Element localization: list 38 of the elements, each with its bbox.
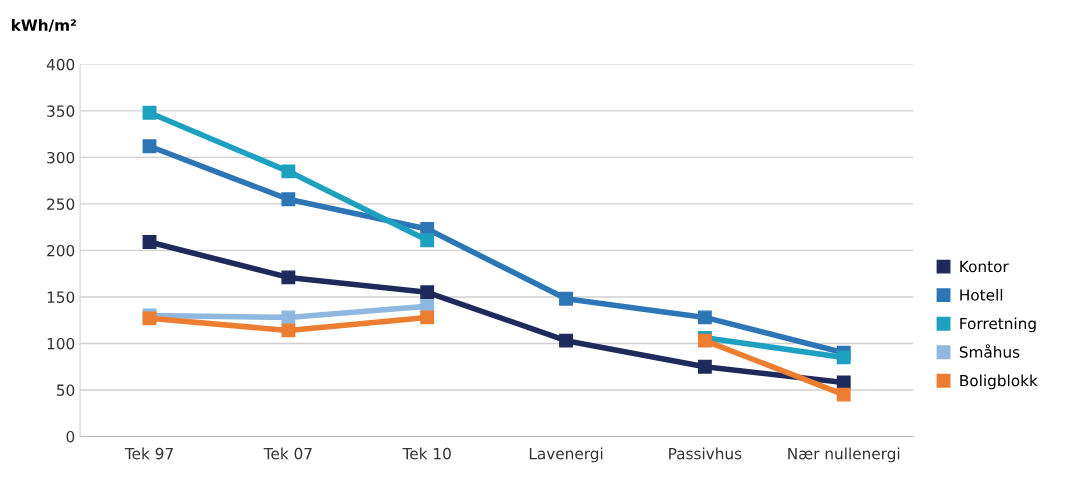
- point: [697, 359, 712, 374]
- point: [697, 310, 712, 325]
- point: [142, 105, 157, 120]
- y-tick-label: 100: [47, 337, 75, 350]
- point: [420, 233, 435, 248]
- y-tick-label: 150: [47, 291, 75, 303]
- point: [281, 310, 296, 325]
- x-tick-label: Tek 10: [402, 447, 451, 460]
- legend-label: Hotell: [960, 288, 1003, 301]
- point: [142, 139, 157, 154]
- y-tick-label: 350: [47, 105, 75, 117]
- point: [281, 323, 296, 338]
- legend-label: Kontor: [960, 260, 1009, 273]
- point: [420, 310, 435, 325]
- legend-label: Boligblokk: [960, 374, 1038, 390]
- point: [836, 387, 851, 402]
- y-tick-label: 300: [47, 151, 75, 164]
- x-tick-label: Lavenergi: [529, 447, 603, 463]
- point: [281, 192, 296, 207]
- y-axis-title: kWh/m²: [11, 19, 76, 33]
- point: [420, 285, 435, 300]
- point: [559, 333, 573, 348]
- x-tick-label: Tek 07: [263, 447, 312, 460]
- point: [281, 270, 296, 285]
- y-tick-label: 50: [56, 384, 75, 396]
- point: [836, 350, 851, 365]
- point: [142, 235, 157, 249]
- legend-label: Forretning: [960, 317, 1036, 333]
- y-tick-label: 250: [47, 198, 75, 210]
- x-tick-label: Passivhus: [669, 447, 742, 460]
- y-tick-label: 0: [66, 430, 75, 443]
- x-tick-label: Tek 97: [124, 447, 173, 460]
- point: [559, 291, 573, 306]
- point: [281, 164, 296, 179]
- y-tick-label: 400: [46, 58, 75, 71]
- legend-label: Småhus: [959, 344, 1020, 358]
- x-tick-label: Nær nullenergi: [788, 447, 900, 463]
- y-tick-label: 200: [47, 244, 75, 257]
